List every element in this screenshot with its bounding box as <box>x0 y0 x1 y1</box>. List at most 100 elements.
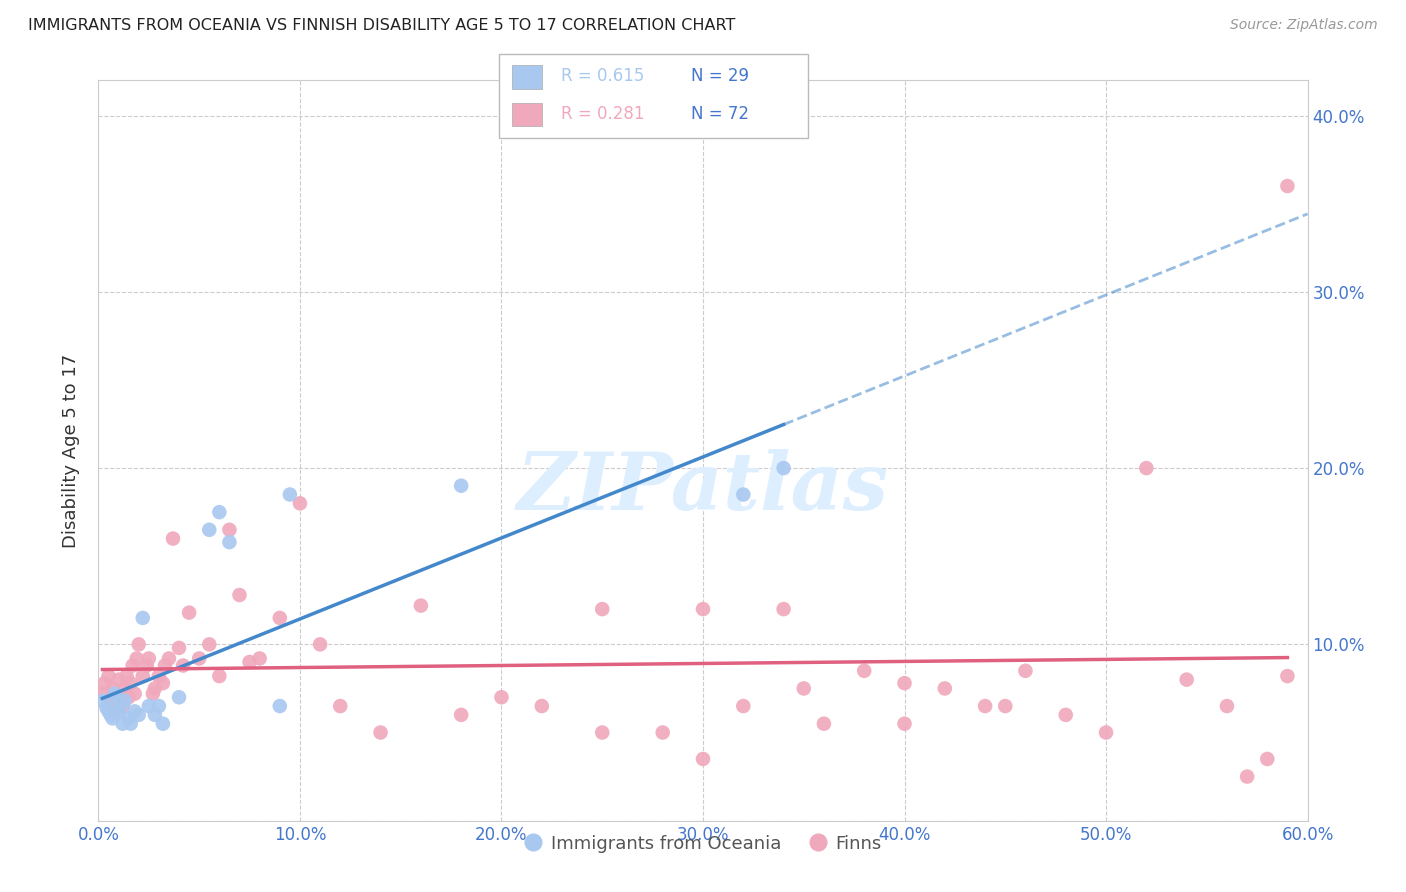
Point <box>208 505 231 519</box>
Point <box>125 651 148 665</box>
Point <box>124 687 146 701</box>
Point <box>143 707 166 722</box>
Point <box>91 694 114 708</box>
Point <box>107 673 129 687</box>
Point <box>96 701 118 715</box>
Text: R = 0.281: R = 0.281 <box>561 104 644 123</box>
Point <box>105 690 128 705</box>
Legend: Immigrants from Oceania, Finns: Immigrants from Oceania, Finns <box>517 827 889 860</box>
Point <box>103 704 125 718</box>
Point <box>1277 669 1299 683</box>
Point <box>228 588 250 602</box>
Point <box>138 699 160 714</box>
Point <box>370 725 392 739</box>
Point <box>1236 770 1258 784</box>
Point <box>93 676 115 690</box>
Point <box>530 699 553 714</box>
Point <box>157 651 180 665</box>
Point <box>100 694 122 708</box>
Point <box>115 669 138 683</box>
Point <box>772 461 794 475</box>
Bar <box>512 65 543 89</box>
Point <box>121 658 143 673</box>
Point <box>269 611 291 625</box>
Point <box>152 716 174 731</box>
Point <box>591 602 613 616</box>
Text: ZIPatlas: ZIPatlas <box>517 449 889 526</box>
Point <box>148 699 170 714</box>
Point <box>450 479 472 493</box>
Point <box>132 611 155 625</box>
Point <box>813 716 835 731</box>
Point <box>1175 673 1198 687</box>
Point <box>491 690 513 705</box>
Point <box>974 699 997 714</box>
Point <box>148 669 170 683</box>
Point <box>118 690 141 705</box>
Point <box>138 651 160 665</box>
Point <box>934 681 956 696</box>
Point <box>853 664 876 678</box>
Point <box>994 699 1017 714</box>
Point <box>111 716 134 731</box>
Text: N = 72: N = 72 <box>690 104 749 123</box>
Point <box>651 725 673 739</box>
Point <box>208 669 231 683</box>
Point <box>107 704 129 718</box>
Point <box>288 496 311 510</box>
Point <box>172 658 194 673</box>
Point <box>1256 752 1278 766</box>
Point <box>1014 664 1036 678</box>
Point <box>128 707 150 722</box>
Point <box>1095 725 1118 739</box>
Point <box>167 640 190 655</box>
Point <box>309 637 332 651</box>
Point <box>120 676 142 690</box>
Text: IMMIGRANTS FROM OCEANIA VS FINNISH DISABILITY AGE 5 TO 17 CORRELATION CHART: IMMIGRANTS FROM OCEANIA VS FINNISH DISAB… <box>28 18 735 33</box>
Point <box>692 602 714 616</box>
Point <box>110 699 132 714</box>
Point <box>278 487 301 501</box>
Point <box>97 704 120 718</box>
Bar <box>512 103 543 127</box>
Point <box>772 602 794 616</box>
Point <box>269 699 291 714</box>
Point <box>167 690 190 705</box>
Point <box>893 716 915 731</box>
Point <box>179 606 201 620</box>
Point <box>128 637 150 651</box>
Point <box>152 676 174 690</box>
Point <box>135 658 157 673</box>
Point <box>198 637 221 651</box>
Point <box>1135 461 1157 475</box>
Point <box>450 707 472 722</box>
Point <box>692 752 714 766</box>
Point <box>249 651 271 665</box>
Point <box>110 694 132 708</box>
Point <box>91 687 114 701</box>
Text: Source: ZipAtlas.com: Source: ZipAtlas.com <box>1230 18 1378 32</box>
Point <box>142 687 165 701</box>
Point <box>111 699 134 714</box>
Text: N = 29: N = 29 <box>690 68 749 86</box>
Point <box>114 694 136 708</box>
Point <box>733 487 755 501</box>
Point <box>1277 179 1299 194</box>
Text: R = 0.615: R = 0.615 <box>561 68 644 86</box>
Point <box>218 523 240 537</box>
Point <box>143 681 166 696</box>
Y-axis label: Disability Age 5 to 17: Disability Age 5 to 17 <box>62 353 80 548</box>
Point <box>1216 699 1239 714</box>
Point <box>97 669 120 683</box>
Point <box>103 687 125 701</box>
Point <box>893 676 915 690</box>
Point <box>218 535 240 549</box>
Point <box>124 704 146 718</box>
Point <box>409 599 432 613</box>
Point <box>120 716 142 731</box>
Point <box>793 681 815 696</box>
Point <box>1054 707 1077 722</box>
FancyBboxPatch shape <box>499 54 808 138</box>
Point <box>591 725 613 739</box>
Point <box>733 699 755 714</box>
